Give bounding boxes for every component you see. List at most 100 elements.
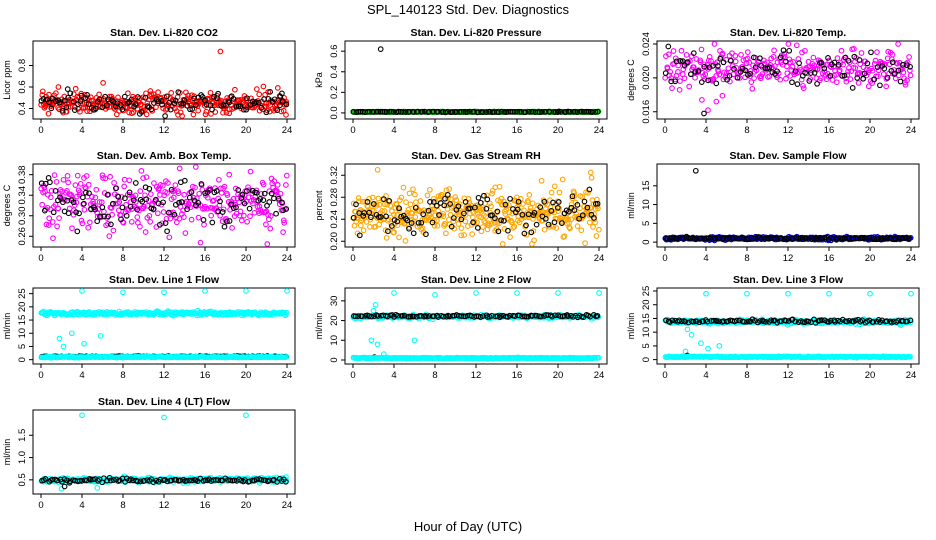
y-axis-label: ml/min xyxy=(626,192,636,219)
y-axis-label: percent xyxy=(314,190,324,221)
panel-title: Stan. Dev. Line 4 (LT) Flow xyxy=(98,396,231,408)
data-point xyxy=(701,63,708,70)
x-tick-label: 20 xyxy=(553,253,564,264)
data-point xyxy=(81,200,87,207)
data-point xyxy=(752,64,759,71)
data-point xyxy=(705,77,711,84)
data-point xyxy=(548,189,555,196)
panel-4: Stan. Dev. Amb. Box Temp.degrees C0 4 8 12 1… xyxy=(2,150,296,264)
data-point xyxy=(105,220,111,227)
data-point xyxy=(450,215,457,221)
y-tick-label: 0 xyxy=(329,357,340,362)
data-point xyxy=(235,187,242,193)
data-point xyxy=(280,107,287,114)
data-point xyxy=(97,333,104,339)
data-point xyxy=(865,83,872,90)
data-point xyxy=(780,47,787,54)
data-point xyxy=(368,337,375,344)
data-point xyxy=(454,208,461,215)
data-point xyxy=(785,290,791,297)
data-point xyxy=(579,212,586,219)
x-tick-label: 4 xyxy=(79,253,84,264)
data-point xyxy=(542,215,549,222)
data-point xyxy=(258,104,265,111)
data-point xyxy=(470,219,476,226)
data-point xyxy=(442,109,449,116)
data-point xyxy=(672,55,679,62)
data-point xyxy=(79,220,86,227)
data-point xyxy=(545,221,552,228)
y-tick-label: 20 xyxy=(329,315,340,326)
data-point xyxy=(356,232,363,239)
data-point xyxy=(753,67,760,74)
data-point xyxy=(678,47,685,54)
data-point xyxy=(425,207,432,214)
data-point xyxy=(266,199,273,205)
data-point xyxy=(267,225,274,232)
data-point xyxy=(729,50,735,57)
data-point xyxy=(271,195,277,202)
data-point xyxy=(130,109,137,115)
data-point xyxy=(833,79,840,86)
data-point xyxy=(514,206,521,213)
data-point xyxy=(65,179,72,186)
x-tick-label: 4 xyxy=(391,253,396,264)
data-point xyxy=(796,60,802,66)
data-point xyxy=(586,219,593,226)
data-point xyxy=(715,68,722,75)
y-tick-label: 0.0 xyxy=(329,106,340,119)
data-point xyxy=(164,190,170,196)
data-point xyxy=(594,200,601,207)
data-point xyxy=(871,236,878,243)
data-point xyxy=(843,78,850,85)
data-point xyxy=(875,67,882,74)
data-point xyxy=(676,87,683,93)
data-point xyxy=(744,49,751,55)
x-tick-label: 24 xyxy=(282,125,293,136)
data-point xyxy=(509,219,515,226)
data-point xyxy=(243,288,249,294)
data-point xyxy=(217,48,224,55)
data-point xyxy=(268,190,275,197)
data-point xyxy=(480,109,486,115)
data-point xyxy=(871,76,878,83)
data-point xyxy=(55,205,62,212)
data-point xyxy=(48,188,55,194)
data-point xyxy=(199,186,206,193)
data-point xyxy=(99,104,106,111)
data-point xyxy=(121,176,128,183)
data-point xyxy=(892,235,899,242)
data-point xyxy=(262,209,269,216)
data-point xyxy=(46,96,53,103)
data-point xyxy=(77,98,84,104)
data-point xyxy=(739,65,746,72)
panel-title: Stan. Dev. Li-820 Temp. xyxy=(730,27,846,39)
data-point xyxy=(817,75,824,82)
data-point xyxy=(55,84,62,90)
data-point xyxy=(376,201,383,208)
data-point xyxy=(469,231,475,237)
data-point xyxy=(412,214,419,220)
data-point xyxy=(888,68,895,74)
data-point xyxy=(464,109,471,115)
data-point xyxy=(107,173,113,180)
data-point xyxy=(220,102,227,108)
data-point xyxy=(766,64,773,71)
data-point xyxy=(906,54,912,60)
data-point xyxy=(419,225,426,232)
data-point xyxy=(161,289,167,296)
data-point xyxy=(698,79,705,85)
x-tick-label: 0 xyxy=(38,370,43,381)
data-point xyxy=(698,46,705,53)
data-point xyxy=(514,290,520,296)
data-point xyxy=(891,71,898,77)
data-point xyxy=(204,205,210,212)
data-point xyxy=(669,85,675,91)
data-point xyxy=(498,217,504,224)
data-point xyxy=(565,216,571,223)
series-2 xyxy=(350,46,601,116)
x-tick-label: 8 xyxy=(120,370,125,381)
data-point xyxy=(138,168,145,174)
x-tick-label: 12 xyxy=(471,370,482,381)
